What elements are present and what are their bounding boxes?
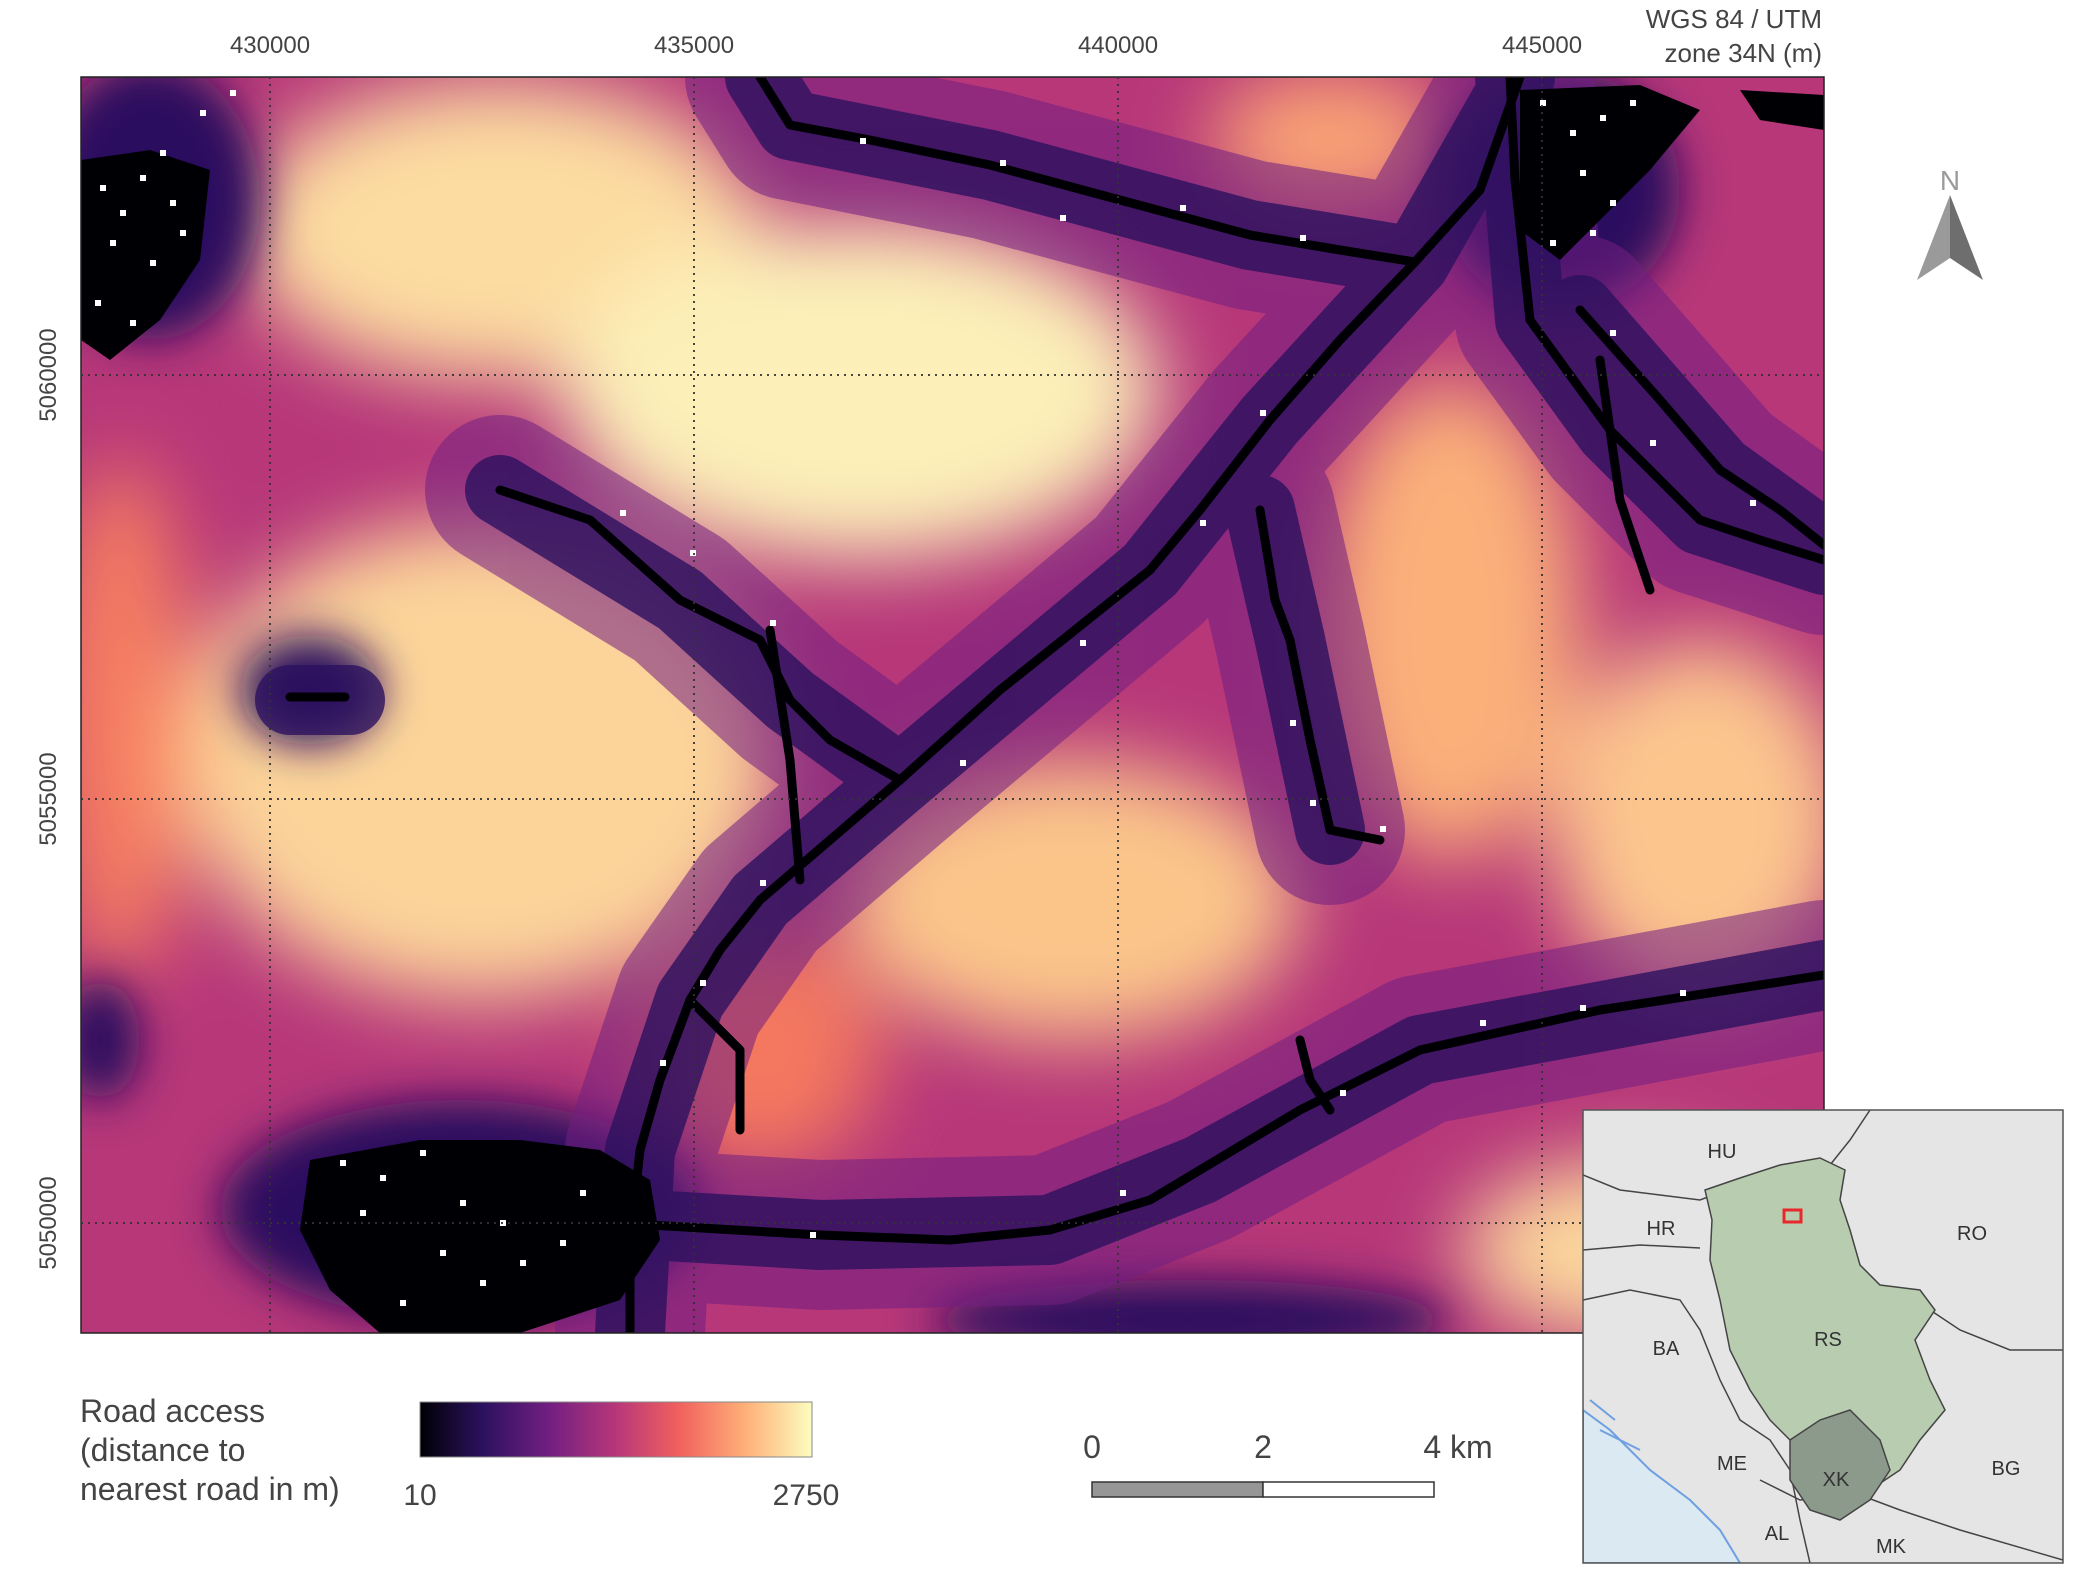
legend-title-line-2: (distance to bbox=[80, 1432, 245, 1468]
inset-kosovo bbox=[1789, 1409, 1891, 1521]
inset-frame bbox=[1582, 1109, 2064, 1564]
road-access-raster bbox=[81, 77, 1824, 1333]
legend-title-line-3: nearest road in m) bbox=[80, 1471, 340, 1507]
inset-label-mk: MK bbox=[1876, 1536, 1907, 1558]
x-tick-label: 445000 bbox=[1502, 32, 1582, 59]
scale-label-0: 0 bbox=[1083, 1429, 1101, 1465]
inset-label-ro: RO bbox=[1957, 1223, 1987, 1245]
x-tick-label: 430000 bbox=[230, 32, 310, 59]
map-frame bbox=[80, 76, 1825, 1334]
inset-serbia bbox=[1704, 1157, 1946, 1491]
crs-label-line2: zone 34N (m) bbox=[1665, 38, 1823, 68]
north-arrow-icon: N bbox=[1917, 165, 1983, 280]
legend-min-label: 10 bbox=[403, 1479, 436, 1512]
y-tick-label: 5055000 bbox=[35, 752, 62, 845]
legend-colorbar bbox=[419, 1401, 813, 1458]
scale-segment-1 bbox=[1091, 1481, 1264, 1498]
x-tick-label: 435000 bbox=[654, 32, 734, 59]
inset-label-hr: HR bbox=[1647, 1218, 1676, 1240]
y-tick-label: 5050000 bbox=[35, 1176, 62, 1269]
inset-label-hu: HU bbox=[1708, 1141, 1737, 1163]
inset-label-ba: BA bbox=[1653, 1338, 1680, 1360]
crs-label-line1: WGS 84 / UTM bbox=[1646, 4, 1822, 34]
north-arrow-label: N bbox=[1940, 165, 1960, 196]
legend: Road access (distance to nearest road in… bbox=[80, 1393, 839, 1512]
scale-label-4km: 4 km bbox=[1423, 1429, 1492, 1465]
x-tick-labels: 430000 435000 440000 445000 bbox=[230, 32, 1582, 59]
inset-study-extent bbox=[1782, 1208, 1803, 1224]
inset-label-al: AL bbox=[1765, 1523, 1789, 1545]
inset-map: HU HR RO BA RS ME BG XK AL MK bbox=[1583, 1110, 2063, 1563]
inset-label-xk: XK bbox=[1823, 1469, 1850, 1491]
scale-label-2: 2 bbox=[1254, 1429, 1272, 1465]
y-tick-labels: 5060000 5055000 5050000 bbox=[35, 328, 62, 1269]
x-tick-label: 440000 bbox=[1078, 32, 1158, 59]
inset-label-me: ME bbox=[1717, 1453, 1747, 1475]
scale-segment-2 bbox=[1262, 1481, 1435, 1498]
inset-label-bg: BG bbox=[1992, 1458, 2021, 1480]
legend-title-line-1: Road access bbox=[80, 1393, 265, 1429]
y-tick-label: 5060000 bbox=[35, 328, 62, 421]
inset-label-rs: RS bbox=[1814, 1329, 1842, 1351]
scale-bar: 0 2 4 km bbox=[1083, 1429, 1493, 1498]
legend-max-label: 2750 bbox=[773, 1479, 840, 1512]
